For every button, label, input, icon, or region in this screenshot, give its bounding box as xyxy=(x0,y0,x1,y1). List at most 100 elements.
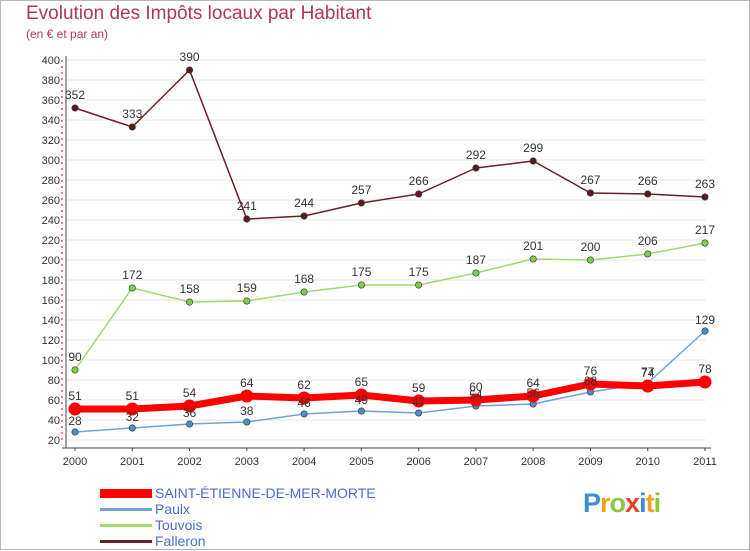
y-tick-label: 340 xyxy=(42,115,60,127)
legend-label-paulx: Paulx xyxy=(155,501,191,517)
data-label-touvois: 217 xyxy=(695,223,715,237)
data-point-saint-etienne xyxy=(469,393,483,407)
data-label-touvois: 206 xyxy=(638,234,658,248)
data-label-falleron: 266 xyxy=(638,174,658,188)
data-point-falleron xyxy=(644,190,652,198)
data-point-touvois xyxy=(186,298,194,306)
data-point-touvois xyxy=(71,366,79,374)
data-label-paulx: 38 xyxy=(240,404,254,418)
data-label-falleron: 257 xyxy=(351,183,371,197)
legend-swatch-saint-etienne xyxy=(100,489,152,498)
data-label-saint-etienne: 59 xyxy=(412,381,426,395)
x-tick-label: 2000 xyxy=(63,456,87,468)
data-point-paulx xyxy=(415,409,423,417)
data-label-saint-etienne: 78 xyxy=(698,362,712,376)
data-point-saint-etienne xyxy=(240,389,254,403)
data-point-falleron xyxy=(186,66,194,74)
data-point-touvois xyxy=(300,288,308,296)
data-label-saint-etienne: 54 xyxy=(183,386,197,400)
data-point-paulx xyxy=(701,327,709,335)
x-tick-label: 2009 xyxy=(578,456,602,468)
data-point-falleron xyxy=(300,212,308,220)
data-label-falleron: 299 xyxy=(523,141,543,155)
data-label-touvois: 200 xyxy=(580,240,600,254)
data-label-saint-etienne: 62 xyxy=(297,378,311,392)
x-tick-label: 2006 xyxy=(406,456,430,468)
data-label-paulx: 49 xyxy=(355,393,369,407)
y-tick-label: 180 xyxy=(42,275,60,287)
data-label-paulx: 129 xyxy=(695,313,715,327)
data-label-paulx: 46 xyxy=(297,396,311,410)
data-label-paulx: 54 xyxy=(469,388,483,402)
data-label-falleron: 241 xyxy=(237,199,257,213)
data-point-paulx xyxy=(128,424,136,432)
data-point-falleron xyxy=(529,157,537,165)
logo-letter: t xyxy=(645,488,655,518)
y-tick-label: 160 xyxy=(42,295,60,307)
y-tick-label: 380 xyxy=(42,75,60,87)
data-label-paulx: 47 xyxy=(412,395,426,409)
y-tick-label: 280 xyxy=(42,175,60,187)
data-point-touvois xyxy=(586,256,594,264)
y-tick-label: 360 xyxy=(42,95,60,107)
data-label-falleron: 292 xyxy=(466,148,486,162)
legend-label-falleron: Falleron xyxy=(155,533,206,549)
y-tick-label: 260 xyxy=(42,195,60,207)
logo-letter: i xyxy=(639,488,646,518)
data-label-saint-etienne: 64 xyxy=(240,376,254,390)
data-label-touvois: 201 xyxy=(523,239,543,253)
data-point-paulx xyxy=(243,418,251,426)
series-line-touvois xyxy=(74,242,706,371)
data-point-touvois xyxy=(415,281,423,289)
data-point-falleron xyxy=(128,123,136,131)
data-point-saint-etienne xyxy=(354,388,368,402)
x-tick-label: 2011 xyxy=(693,456,717,468)
data-point-saint-etienne xyxy=(68,402,82,416)
data-label-touvois: 159 xyxy=(237,281,257,295)
data-point-saint-etienne xyxy=(698,375,712,389)
x-tick-label: 2007 xyxy=(464,456,488,468)
data-point-saint-etienne xyxy=(583,377,597,391)
logo-letter: x xyxy=(625,488,640,518)
data-point-falleron xyxy=(357,199,365,207)
data-point-paulx xyxy=(357,407,365,415)
x-tick-label: 2001 xyxy=(120,456,144,468)
data-label-touvois: 168 xyxy=(294,272,314,286)
data-label-touvois: 175 xyxy=(351,265,371,279)
data-label-saint-etienne: 64 xyxy=(527,376,541,390)
data-point-falleron xyxy=(701,193,709,201)
data-point-saint-etienne xyxy=(641,379,655,393)
y-tick-label: 20 xyxy=(48,435,60,447)
data-point-saint-etienne xyxy=(183,399,197,413)
data-label-paulx: 68 xyxy=(584,374,598,388)
data-label-paulx: 56 xyxy=(527,386,541,400)
data-label-falleron: 266 xyxy=(409,174,429,188)
data-label-touvois: 90 xyxy=(68,350,82,364)
data-point-touvois xyxy=(529,255,537,263)
legend-label-touvois: Touvois xyxy=(155,517,203,533)
data-point-touvois xyxy=(701,239,709,247)
x-tick-label: 2010 xyxy=(635,456,659,468)
data-label-saint-etienne: 65 xyxy=(355,375,369,389)
data-label-saint-etienne: 76 xyxy=(584,364,598,378)
data-point-saint-etienne xyxy=(526,389,540,403)
series-line-saint-etienne xyxy=(75,378,706,413)
data-point-touvois xyxy=(472,269,480,277)
data-label-touvois: 187 xyxy=(466,253,486,267)
data-label-paulx: 28 xyxy=(68,414,82,428)
data-point-saint-etienne xyxy=(412,394,426,408)
chart-subtitle: (en € et par an) xyxy=(26,27,109,41)
x-tick-label: 2003 xyxy=(235,456,259,468)
y-tick-label: 140 xyxy=(42,315,60,327)
data-label-paulx: 36 xyxy=(183,406,197,420)
y-tick-label: 220 xyxy=(42,235,60,247)
legend-swatch-touvois xyxy=(100,524,152,527)
x-tick-label: 2005 xyxy=(349,456,373,468)
logo-letter: i xyxy=(653,488,661,518)
y-tick-label: 400 xyxy=(42,55,60,67)
data-label-saint-etienne: 74 xyxy=(641,366,655,380)
data-label-falleron: 244 xyxy=(294,196,314,210)
data-point-falleron xyxy=(243,215,251,223)
